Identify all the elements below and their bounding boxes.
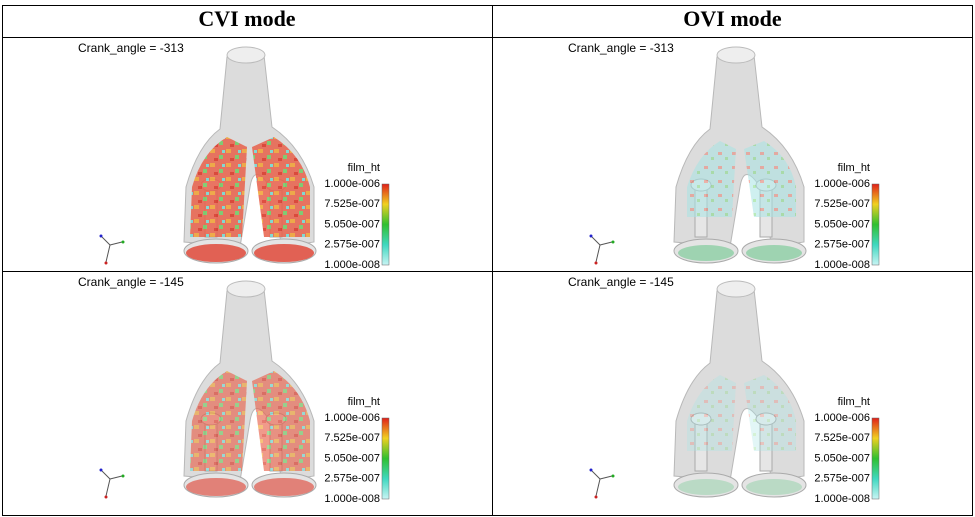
table-borders	[2, 5, 973, 516]
legend-tick-label: 1.000e-008	[814, 493, 870, 505]
colorbar	[381, 417, 390, 500]
crank-angle-label: Crank_angle = -313	[78, 41, 184, 55]
column-header: OVI mode	[683, 6, 782, 31]
legend-tick-label: 5.050e-007	[324, 452, 380, 464]
legend-tick-label: 7.525e-007	[324, 198, 380, 210]
legend-tick-label: 7.525e-007	[814, 198, 870, 210]
legend-tick-label: 1.000e-006	[814, 412, 870, 424]
legend-tick-label: 7.525e-007	[814, 432, 870, 444]
crank-angle-label: Crank_angle = -145	[568, 275, 674, 289]
legend-tick-label: 1.000e-006	[324, 412, 380, 424]
legend-title: film_ht	[348, 396, 380, 408]
legend-title: film_ht	[838, 162, 870, 174]
legend-tick-label: 2.575e-007	[814, 239, 870, 251]
legend-tick-label: 1.000e-008	[814, 259, 870, 271]
legend-tick-label: 1.000e-006	[814, 178, 870, 190]
legend-title: film_ht	[348, 162, 380, 174]
legend-tick-label: 7.525e-007	[324, 432, 380, 444]
crank-angle-label: Crank_angle = -145	[78, 275, 184, 289]
colorbar	[871, 417, 880, 500]
legend-tick-label: 5.050e-007	[814, 218, 870, 230]
graphics	[100, 47, 807, 499]
legend-title: film_ht	[838, 396, 870, 408]
legend-tick-label: 2.575e-007	[324, 473, 380, 485]
crank-angle-label: Crank_angle = -313	[568, 41, 674, 55]
legend-tick-label: 1.000e-008	[324, 259, 380, 271]
legend-tick-label: 2.575e-007	[324, 239, 380, 251]
legend-tick-label: 5.050e-007	[814, 452, 870, 464]
legend-tick-label: 1.000e-008	[324, 493, 380, 505]
legend-tick-label: 5.050e-007	[324, 218, 380, 230]
legend-tick-label: 2.575e-007	[814, 473, 870, 485]
colorbar	[871, 183, 880, 266]
column-header: CVI mode	[198, 6, 295, 31]
colorbar	[381, 183, 390, 266]
legend-tick-label: 1.000e-006	[324, 178, 380, 190]
